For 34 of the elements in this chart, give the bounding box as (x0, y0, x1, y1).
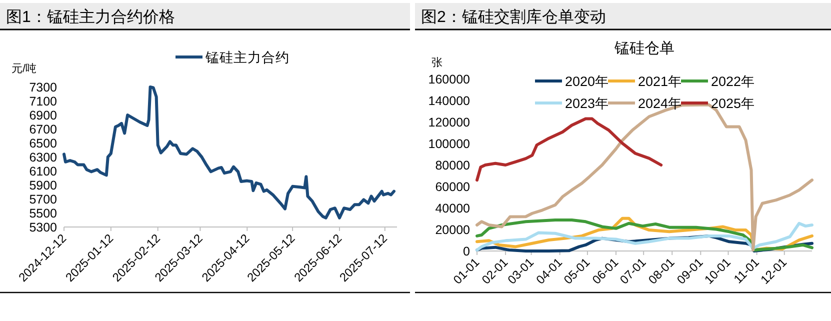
chart-subtitle: 锰硅仓单 (614, 40, 674, 57)
chart-title: 图1：锰硅主力合约价格 (6, 8, 175, 26)
y-tick-label: 6700 (29, 122, 58, 136)
y-tick-label: 7300 (29, 80, 58, 94)
y-tick-label: 5700 (29, 192, 58, 206)
y-tick-label: 140000 (428, 94, 470, 108)
legend-label: 2023年 (565, 96, 610, 111)
y-tick-label: 6900 (29, 108, 58, 122)
y-tick-label: 7100 (29, 94, 58, 108)
y-tick-label: 20000 (435, 223, 470, 237)
legend-label: 锰硅主力合约 (204, 50, 290, 65)
y-tick-label: 6500 (29, 136, 58, 150)
y-tick-label: 160000 (428, 72, 470, 86)
y-axis-title: 张 (432, 56, 442, 69)
legend-label: 2022年 (711, 74, 756, 89)
chart-title: 图2：锰硅交割库仓单变动 (421, 8, 606, 26)
legend-label: 2021年 (638, 74, 682, 89)
line-series (62, 86, 396, 220)
y-tick-label: 60000 (435, 180, 470, 194)
y-tick-label: 6100 (29, 164, 58, 178)
legend-label: 2020年 (565, 74, 610, 89)
y-tick-label: 6300 (29, 150, 58, 164)
y-tick-label: 80000 (435, 158, 470, 172)
line-series (476, 117, 663, 182)
y-tick-label: 0 (463, 244, 470, 258)
y-tick-label: 5500 (29, 206, 58, 220)
y-axis-title: 元/吨 (11, 62, 37, 75)
legend-label: 2025年 (711, 96, 756, 111)
y-tick-label: 5900 (29, 178, 58, 192)
y-tick-label: 5300 (29, 220, 58, 234)
y-tick-label: 120000 (428, 116, 470, 130)
y-tick-label: 40000 (435, 202, 470, 216)
y-tick-label: 100000 (428, 137, 470, 151)
legend-label: 2024年 (638, 96, 682, 111)
